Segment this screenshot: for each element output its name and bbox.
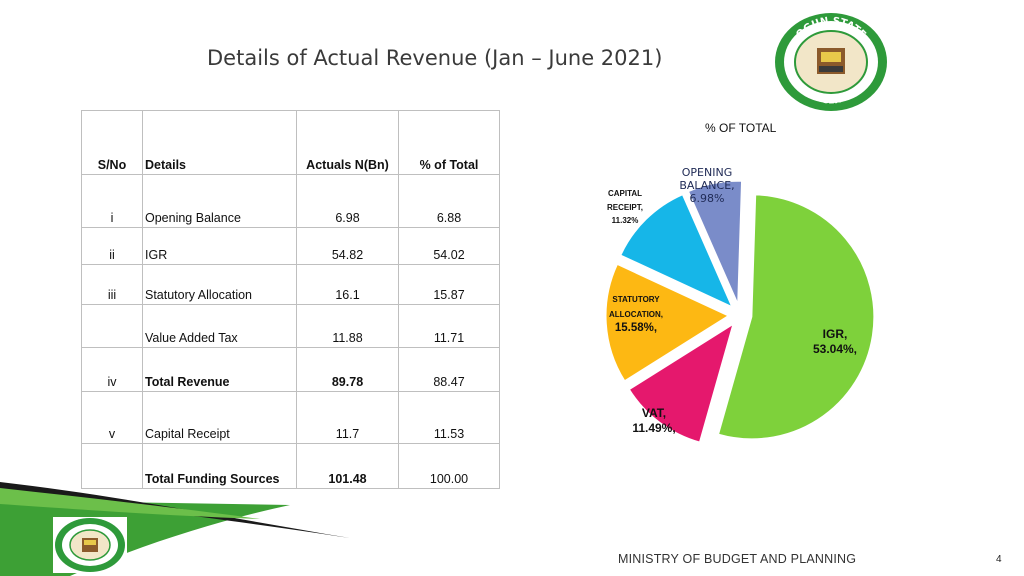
table-row: iii Statutory Allocation 16.1 15.87 bbox=[81, 264, 500, 305]
cell-percent: 6.88 bbox=[398, 174, 500, 228]
cell-actual: 89.78 bbox=[296, 347, 399, 392]
cell-details: Total Funding Sources bbox=[142, 443, 297, 489]
table-header-row: S/No Details Actuals N(Bn) % of Total bbox=[81, 110, 500, 175]
table-row: i Opening Balance 6.98 6.88 bbox=[81, 174, 500, 228]
cell-actual: 11.88 bbox=[296, 304, 399, 348]
table-row: iv Total Revenue 89.78 88.47 bbox=[81, 347, 500, 392]
label-opening: OPENING BALANCE, 6.98% bbox=[674, 166, 740, 206]
table-row: ii IGR 54.82 54.02 bbox=[81, 227, 500, 265]
label-capital-value: 11.32% bbox=[611, 216, 639, 226]
pie-slice-vat bbox=[628, 323, 734, 443]
ogun-state-logo-small bbox=[53, 517, 127, 573]
label-statutory: STATUTORY ALLOCATION, 15.58%, bbox=[596, 292, 676, 336]
pie-slice-statutory-allocation bbox=[605, 263, 730, 382]
pie-slice-opening-balance bbox=[687, 180, 743, 304]
cell-sno bbox=[81, 443, 143, 489]
cell-sno: iii bbox=[81, 264, 143, 305]
header-sno: S/No bbox=[81, 110, 143, 175]
table-row: Value Added Tax 11.88 11.71 bbox=[81, 304, 500, 348]
label-igr-value: 53.04%, bbox=[812, 342, 858, 356]
chart-title: % OF TOTAL bbox=[705, 121, 777, 135]
cell-details: Statutory Allocation bbox=[142, 264, 297, 305]
label-igr: IGR, 53.04%, bbox=[790, 327, 880, 357]
header-actuals: Actuals N(Bn) bbox=[296, 110, 399, 175]
cell-actual: 54.82 bbox=[296, 227, 399, 265]
header-percent: % of Total bbox=[398, 110, 500, 175]
cell-details: Opening Balance bbox=[142, 174, 297, 228]
cell-details: Total Revenue bbox=[142, 347, 297, 392]
pie-slice-capital-receipt bbox=[620, 194, 733, 308]
label-igr-name: IGR, bbox=[822, 327, 848, 341]
cell-percent: 88.47 bbox=[398, 347, 500, 392]
revenue-table: S/No Details Actuals N(Bn) % of Total i … bbox=[81, 110, 500, 489]
cell-sno: v bbox=[81, 391, 143, 444]
label-statutory-value: 15.58%, bbox=[614, 322, 658, 335]
pie-chart bbox=[605, 180, 875, 443]
cell-actual: 6.98 bbox=[296, 174, 399, 228]
label-vat: VAT, 11.49%, bbox=[616, 406, 692, 436]
label-opening-value: 6.98% bbox=[689, 192, 725, 206]
label-vat-name: VAT, bbox=[641, 406, 667, 420]
cell-percent: 15.87 bbox=[398, 264, 500, 305]
cell-sno: i bbox=[81, 174, 143, 228]
table-row: Total Funding Sources 101.48 100.00 bbox=[81, 443, 500, 489]
cell-percent: 11.53 bbox=[398, 391, 500, 444]
cell-sno bbox=[81, 304, 143, 348]
label-vat-value: 11.49%, bbox=[632, 421, 676, 435]
header-details: Details bbox=[142, 110, 297, 175]
label-capital: CAPITAL RECEIPT, 11.32% bbox=[596, 187, 654, 228]
cell-details: Capital Receipt bbox=[142, 391, 297, 444]
cell-actual: 11.7 bbox=[296, 391, 399, 444]
cell-sno: iv bbox=[81, 347, 143, 392]
cell-percent: 54.02 bbox=[398, 227, 500, 265]
table-row: v Capital Receipt 11.7 11.53 bbox=[81, 391, 500, 444]
cell-percent: 100.00 bbox=[398, 443, 500, 489]
pie-slice-igr bbox=[717, 194, 875, 440]
label-statutory-name: STATUTORY ALLOCATION, bbox=[608, 295, 664, 320]
cell-details: IGR bbox=[142, 227, 297, 265]
page-number: 4 bbox=[996, 554, 1002, 565]
label-opening-name: OPENING BALANCE, bbox=[679, 166, 735, 193]
cell-actual: 101.48 bbox=[296, 443, 399, 489]
cell-actual: 16.1 bbox=[296, 264, 399, 305]
footer-ministry: MINISTRY OF BUDGET AND PLANNING bbox=[618, 552, 857, 566]
cell-sno: ii bbox=[81, 227, 143, 265]
label-capital-name: CAPITAL RECEIPT, bbox=[606, 189, 643, 212]
cell-details: Value Added Tax bbox=[142, 304, 297, 348]
ogun-state-logo: OGUN STATE NIGERIA bbox=[775, 13, 887, 111]
cell-percent: 11.71 bbox=[398, 304, 500, 348]
page-title: Details of Actual Revenue (Jan – June 20… bbox=[207, 46, 663, 70]
